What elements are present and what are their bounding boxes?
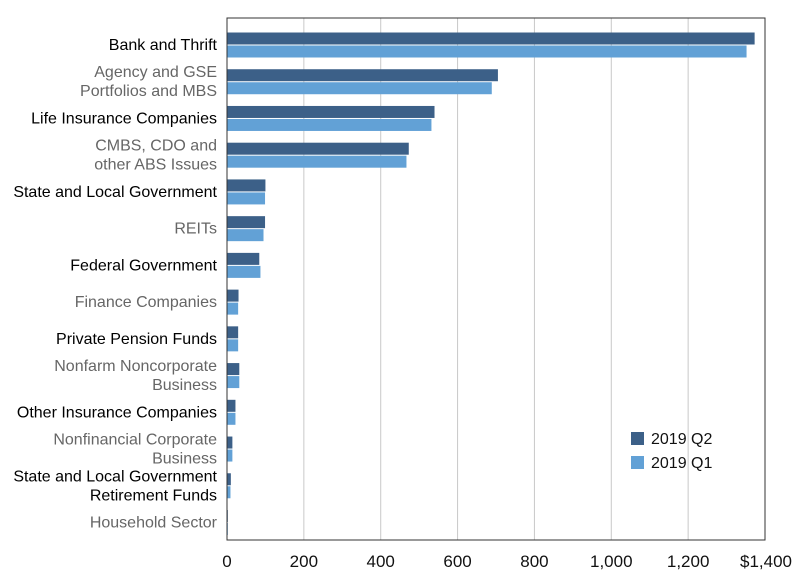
bar-q2-7: [227, 289, 239, 302]
legend-swatch: [631, 456, 644, 469]
x-axis-ticks: 0 200 400 600 800 1,000 1,200 $1,400: [222, 552, 792, 571]
bar-q1-0: [227, 45, 747, 58]
bar-q2-9: [227, 363, 240, 376]
bar-q2-3: [227, 142, 409, 155]
x-tick-label: 800: [520, 552, 548, 571]
category-label: State and Local Government: [13, 184, 217, 201]
bar-q2-0: [227, 32, 755, 45]
category-label: Federal Government: [70, 257, 217, 274]
x-tick-label: 1,200: [667, 552, 710, 571]
bar-q2-4: [227, 179, 266, 192]
category-label: Private Pension Funds: [56, 331, 217, 348]
x-tick-label: 600: [443, 552, 471, 571]
bar-q2-10: [227, 399, 236, 412]
bar-q2-11: [227, 436, 233, 449]
bar-q2-12: [227, 473, 231, 486]
bar-q1-7: [227, 302, 239, 315]
category-label: Nonfarm Noncorporate Business: [54, 358, 217, 394]
bar-q1-5: [227, 229, 264, 242]
category-label: REITs: [174, 221, 217, 238]
bar-q2-5: [227, 216, 266, 229]
bars: [227, 32, 755, 535]
category-label: Nonfinancial Corporate Business: [53, 432, 217, 468]
bar-q1-1: [227, 82, 492, 95]
bar-q1-6: [227, 265, 261, 278]
bar-q2-1: [227, 69, 498, 82]
legend-label: 2019 Q1: [651, 455, 712, 472]
bar-q1-12: [227, 486, 231, 499]
category-label: Bank and Thrift: [109, 37, 218, 54]
legend: 2019 Q2 2019 Q1: [631, 431, 712, 472]
category-label: State and Local Government Retirement Fun…: [13, 468, 217, 504]
category-label: Other Insurance Companies: [17, 404, 217, 421]
x-tick-label: 200: [290, 552, 318, 571]
legend-swatch: [631, 432, 644, 445]
bar-q2-6: [227, 252, 260, 265]
x-tick-label: 0: [222, 552, 231, 571]
bar-q1-3: [227, 155, 407, 168]
category-label: Agency and GSE Portfolios and MBS: [80, 64, 217, 100]
x-tick-label: $1,400: [740, 552, 792, 571]
bar-q2-8: [227, 326, 239, 339]
category-label: Household Sector: [90, 515, 218, 532]
legend-label: 2019 Q2: [651, 431, 712, 448]
y-axis-categories: Bank and Thrift Agency and GSE Portfolios …: [13, 37, 217, 532]
bar-q1-2: [227, 118, 432, 131]
x-tick-label: 1,000: [590, 552, 633, 571]
bar-q1-11: [227, 449, 233, 462]
bar-q1-9: [227, 376, 240, 389]
x-tick-label: 400: [367, 552, 395, 571]
bar-q2-2: [227, 105, 435, 118]
bar-q1-8: [227, 339, 239, 352]
category-label: Life Insurance Companies: [31, 110, 217, 127]
category-label: Finance Companies: [75, 294, 217, 311]
bar-q1-10: [227, 412, 236, 425]
plot-frame: [226, 17, 766, 541]
bar-q1-4: [227, 192, 266, 205]
category-label: CMBS, CDO and other ABS Issues: [94, 138, 217, 174]
